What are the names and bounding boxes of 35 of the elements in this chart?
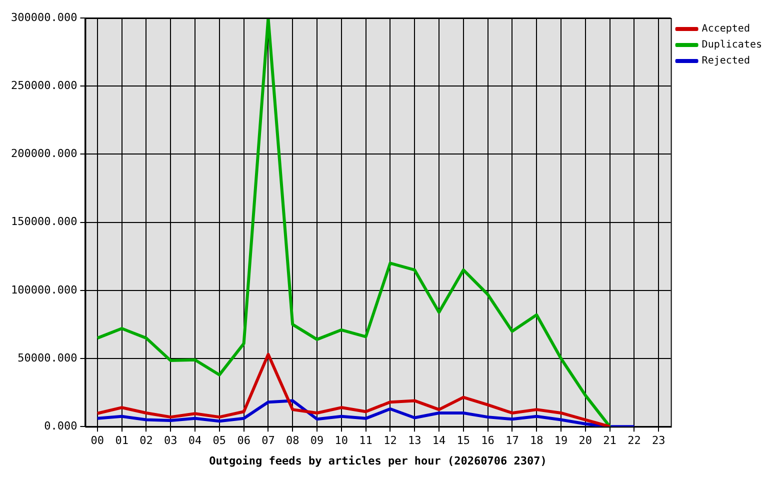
x-tick-label: 07 — [262, 434, 275, 448]
legend-label: Accepted — [702, 24, 750, 35]
x-tick-label: 03 — [164, 434, 178, 448]
x-tick-label: 01 — [115, 434, 128, 448]
x-tick-label: 10 — [334, 434, 348, 448]
y-tick-label: 50000.000 — [18, 351, 78, 364]
x-axis-title: Outgoing feeds by articles per hour (20260706 2307) — [209, 454, 547, 468]
x-tick-label: 12 — [384, 434, 397, 448]
y-tick-label: 250000.000 — [10, 78, 78, 92]
y-tick-label: 100000.000 — [10, 283, 78, 296]
x-tick-label: 20 — [578, 434, 592, 448]
x-tick-label: 00 — [90, 434, 104, 448]
x-tick-label: 11 — [359, 434, 372, 448]
x-tick-label: 08 — [286, 434, 300, 448]
x-tick-label: 22 — [628, 434, 641, 448]
legend-label: Duplicates — [702, 40, 762, 51]
x-tick-label: 17 — [506, 434, 519, 448]
x-tick-label: 02 — [140, 434, 153, 448]
x-tick-label: 21 — [603, 434, 616, 448]
x-tick-label: 05 — [212, 434, 226, 448]
x-tick-label: 14 — [432, 434, 446, 448]
x-tick-label: 23 — [652, 434, 666, 448]
x-tick-label: 18 — [530, 434, 544, 448]
y-tick-label: 0.000 — [44, 419, 78, 432]
x-tick-label: 09 — [310, 434, 324, 448]
x-tick-label: 16 — [481, 434, 494, 448]
x-tick-label: 19 — [554, 434, 568, 448]
x-tick-label: 13 — [408, 434, 422, 448]
x-tick-label: 04 — [188, 434, 202, 448]
y-tick-label: 150000.000 — [10, 215, 78, 228]
legend-label: Rejected — [702, 56, 750, 67]
x-tick-label: 15 — [456, 434, 470, 448]
y-tick-label: 200000.000 — [10, 147, 78, 160]
y-tick-label: 300000.000 — [10, 10, 78, 24]
x-tick-label: 06 — [237, 434, 250, 448]
